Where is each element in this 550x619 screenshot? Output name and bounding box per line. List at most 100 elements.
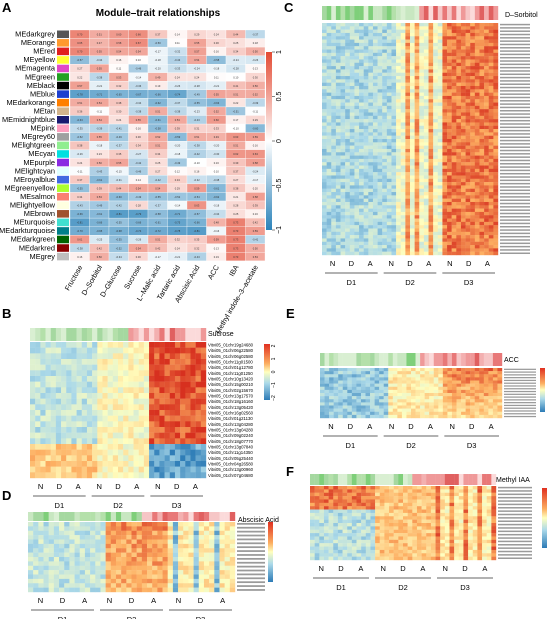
heatmap-cell — [456, 79, 462, 83]
heatmap-cell — [460, 102, 466, 107]
heatmap-cell — [154, 364, 160, 371]
heatmap-cell — [105, 565, 111, 571]
heatmap-cell — [447, 99, 452, 103]
heatmap-cell — [185, 398, 191, 405]
heatmap-cell — [437, 211, 443, 216]
heatmap-cell — [484, 168, 489, 173]
heatmap-cell — [40, 364, 46, 371]
heatmap-cell — [331, 29, 337, 34]
cell-value: -0.61 — [96, 212, 102, 216]
heatmap-cell — [484, 155, 489, 160]
heatmap-cell — [157, 557, 163, 562]
heatmap-cell — [433, 168, 438, 173]
heatmap-cell — [354, 165, 360, 170]
heatmap-cell — [474, 99, 480, 103]
gene-label: Vitvi05_01chr01g12780 — [208, 365, 254, 370]
heatmap-cell — [372, 188, 378, 193]
heatmap-cell — [110, 583, 117, 588]
heatmap-cell — [400, 148, 406, 153]
heatmap-cell — [410, 238, 415, 242]
heatmap-cell — [377, 185, 383, 189]
heatmap-cell — [159, 427, 165, 433]
heatmap-cell — [224, 539, 231, 545]
heatmap-cell — [488, 115, 494, 120]
heatmap-cell — [198, 587, 205, 593]
gene-label-glyph — [500, 166, 530, 168]
heatmap-cell — [59, 587, 65, 593]
heatmap-cell — [428, 168, 434, 173]
heatmap-cell — [136, 583, 143, 588]
heatmap-cell — [479, 109, 485, 113]
heatmap-cell — [149, 347, 155, 354]
heatmap-cell — [488, 168, 494, 173]
heatmap-cell — [363, 162, 369, 166]
heatmap-cell — [484, 218, 489, 223]
heatmap-cell — [33, 561, 39, 566]
heatmap-cell — [335, 155, 341, 160]
heatmap-cell — [484, 251, 489, 256]
heatmap-cell — [71, 359, 77, 365]
heatmap-cell — [214, 578, 220, 584]
heatmap-cell — [345, 119, 350, 123]
heatmap-cell — [372, 29, 378, 34]
heatmap-cell — [147, 578, 153, 584]
heatmap-cell — [71, 410, 77, 416]
heatmap-cell — [35, 466, 41, 473]
heatmap-cell — [40, 421, 46, 428]
heatmap-cell — [363, 115, 369, 120]
heatmap-cell — [474, 125, 480, 130]
heatmap-cell — [193, 535, 199, 540]
module-label: MElightcyan — [15, 166, 55, 175]
heatmap-cell — [382, 215, 388, 219]
heatmap-cell — [470, 192, 476, 196]
sample-bar-cell — [162, 512, 168, 521]
heatmap-cell — [493, 165, 499, 170]
heatmap-cell — [414, 85, 420, 90]
heatmap-cell — [345, 82, 350, 87]
cell-value: 0.54 — [155, 186, 161, 190]
heatmap-cell — [419, 152, 425, 156]
cell-value: -0.52 — [174, 195, 180, 199]
heatmap-cell — [479, 56, 485, 60]
heatmap-cell — [61, 359, 67, 365]
heatmap-cell — [488, 145, 494, 150]
heatmap-cell — [396, 89, 401, 93]
heatmap-cell — [359, 36, 364, 40]
heatmap-cell — [164, 347, 170, 354]
gene-label-glyph — [500, 199, 530, 201]
heatmap-cell — [368, 46, 374, 50]
cell-value: 0.37 — [155, 33, 161, 37]
heatmap-cell — [465, 231, 471, 236]
heatmap-cell — [118, 387, 124, 394]
gene-label-glyph — [500, 126, 530, 129]
heatmap-cell — [157, 548, 163, 553]
heatmap-cell — [59, 522, 65, 527]
heatmap-cell — [322, 29, 327, 34]
heatmap-cell — [484, 76, 489, 80]
cell-value: 0.53 — [253, 255, 259, 259]
heatmap-cell — [326, 148, 332, 153]
sample-bar-cell — [345, 6, 350, 20]
heatmap-cell — [331, 158, 337, 163]
heatmap-cell — [442, 132, 448, 136]
heatmap-cell — [335, 62, 341, 67]
heatmap-cell — [493, 132, 499, 136]
heatmap-cell — [162, 535, 168, 540]
heatmap-cell — [214, 539, 220, 545]
heatmap-cell — [405, 165, 411, 170]
heatmap-cell — [84, 543, 91, 549]
heatmap-cell — [451, 152, 457, 156]
heatmap-cell — [368, 152, 374, 156]
heatmap-cell — [474, 36, 480, 40]
heatmap-cell — [386, 162, 392, 166]
heatmap-cell — [69, 574, 75, 580]
sample-bar-cell — [180, 328, 186, 341]
heatmap-cell — [391, 139, 397, 143]
heatmap-cell — [115, 570, 122, 575]
heatmap-cell — [465, 218, 471, 223]
heatmap-cell — [92, 353, 98, 360]
heatmap-cell — [382, 82, 388, 87]
gene-label-glyph — [500, 139, 530, 142]
heatmap-cell — [368, 29, 374, 34]
heatmap-cell — [382, 235, 388, 239]
